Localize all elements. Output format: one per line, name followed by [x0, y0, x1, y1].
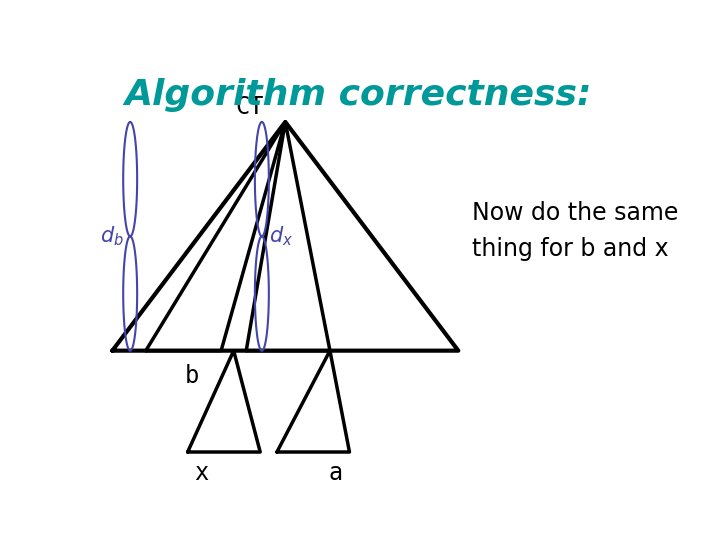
- Text: a: a: [328, 461, 343, 485]
- Text: CT: CT: [235, 96, 264, 119]
- Text: x: x: [194, 461, 209, 485]
- Text: Algorithm correctness:: Algorithm correctness:: [124, 78, 592, 112]
- Text: $d_b$: $d_b$: [99, 225, 124, 248]
- Text: $d_x$: $d_x$: [269, 225, 292, 248]
- Text: Now do the same
thing for b and x: Now do the same thing for b and x: [472, 201, 679, 261]
- Text: b: b: [185, 363, 199, 388]
